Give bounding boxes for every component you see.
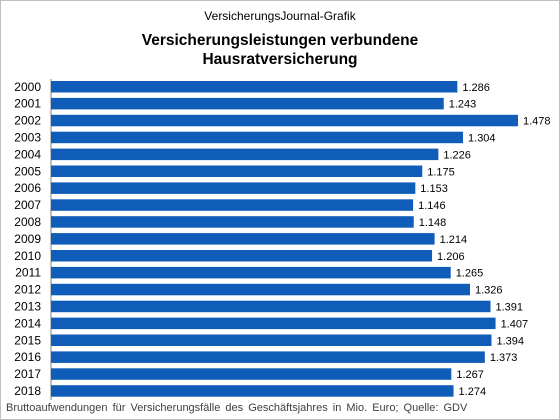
bar-2007 bbox=[51, 199, 414, 211]
data-label: 1.146 bbox=[418, 200, 446, 212]
y-tick-label: 2010 bbox=[14, 249, 41, 263]
bar-2012 bbox=[51, 283, 470, 296]
y-tick-label: 2004 bbox=[14, 147, 41, 161]
bar-2003 bbox=[51, 131, 464, 144]
data-label: 1.391 bbox=[496, 301, 524, 313]
bar-2009 bbox=[51, 233, 435, 245]
y-tick-label: 2012 bbox=[14, 283, 41, 297]
data-label: 1.226 bbox=[443, 149, 471, 161]
chart-title-line-2: Hausratversicherung bbox=[202, 51, 358, 68]
y-tick-label: 2003 bbox=[14, 130, 41, 144]
bar-2016 bbox=[51, 351, 485, 363]
data-label: 1.326 bbox=[475, 285, 503, 297]
data-label: 1.148 bbox=[419, 217, 447, 229]
bar-2015 bbox=[51, 334, 492, 346]
source-label: VersicherungsJournal-Grafik bbox=[204, 9, 356, 23]
data-label: 1.286 bbox=[462, 82, 490, 94]
y-tick-label: 2009 bbox=[14, 232, 41, 246]
data-label: 1.175 bbox=[427, 166, 455, 178]
data-label: 1.407 bbox=[501, 318, 529, 330]
bar-2014 bbox=[51, 317, 496, 330]
bar-2008 bbox=[51, 216, 414, 228]
y-tick-label: 2017 bbox=[14, 367, 41, 381]
bar-2017 bbox=[51, 368, 452, 380]
chart-title: Versicherungsleistungen verbundene Hausr… bbox=[1, 31, 559, 69]
y-tick-label: 2014 bbox=[14, 316, 41, 330]
y-tick-label: 2002 bbox=[14, 114, 41, 128]
bar-2013 bbox=[51, 300, 491, 313]
data-label: 1.274 bbox=[459, 386, 487, 398]
data-label: 1.214 bbox=[440, 234, 468, 246]
data-label: 1.153 bbox=[420, 183, 448, 195]
bar-2004 bbox=[51, 148, 439, 161]
y-tick-label: 2013 bbox=[14, 299, 41, 313]
bar-2005 bbox=[51, 165, 423, 177]
y-tick-label: 2015 bbox=[14, 333, 41, 347]
data-label: 1.478 bbox=[523, 116, 551, 128]
footer-note: Bruttoaufwendungen für Versicherungsfäll… bbox=[6, 402, 468, 414]
bar-2000 bbox=[51, 81, 458, 93]
y-tick-label: 2016 bbox=[14, 350, 41, 364]
data-label: 1.206 bbox=[437, 251, 465, 263]
y-tick-label: 2008 bbox=[14, 215, 41, 229]
chart-title-line-1: Versicherungsleistungen verbundene bbox=[141, 32, 419, 49]
data-label: 1.394 bbox=[496, 335, 524, 347]
data-label: 1.267 bbox=[456, 369, 484, 381]
y-tick-label: 2006 bbox=[14, 181, 41, 195]
y-tick-label: 2000 bbox=[14, 80, 41, 94]
data-label: 1.373 bbox=[490, 352, 518, 364]
y-tick-label: 2011 bbox=[15, 266, 41, 280]
bar-2001 bbox=[51, 97, 444, 110]
bar-2002 bbox=[51, 114, 518, 127]
bar-2010 bbox=[51, 250, 433, 262]
y-tick-label: 2018 bbox=[14, 384, 41, 398]
y-tick-label: 2007 bbox=[14, 198, 41, 212]
data-label: 1.304 bbox=[468, 132, 496, 144]
bar-2011 bbox=[51, 266, 451, 279]
y-tick-label: 2005 bbox=[14, 164, 41, 178]
bar-2018 bbox=[51, 385, 454, 397]
y-tick-label: 2001 bbox=[14, 97, 41, 111]
data-label: 1.265 bbox=[456, 268, 484, 280]
bar-2006 bbox=[51, 182, 416, 194]
data-label: 1.243 bbox=[449, 99, 477, 111]
